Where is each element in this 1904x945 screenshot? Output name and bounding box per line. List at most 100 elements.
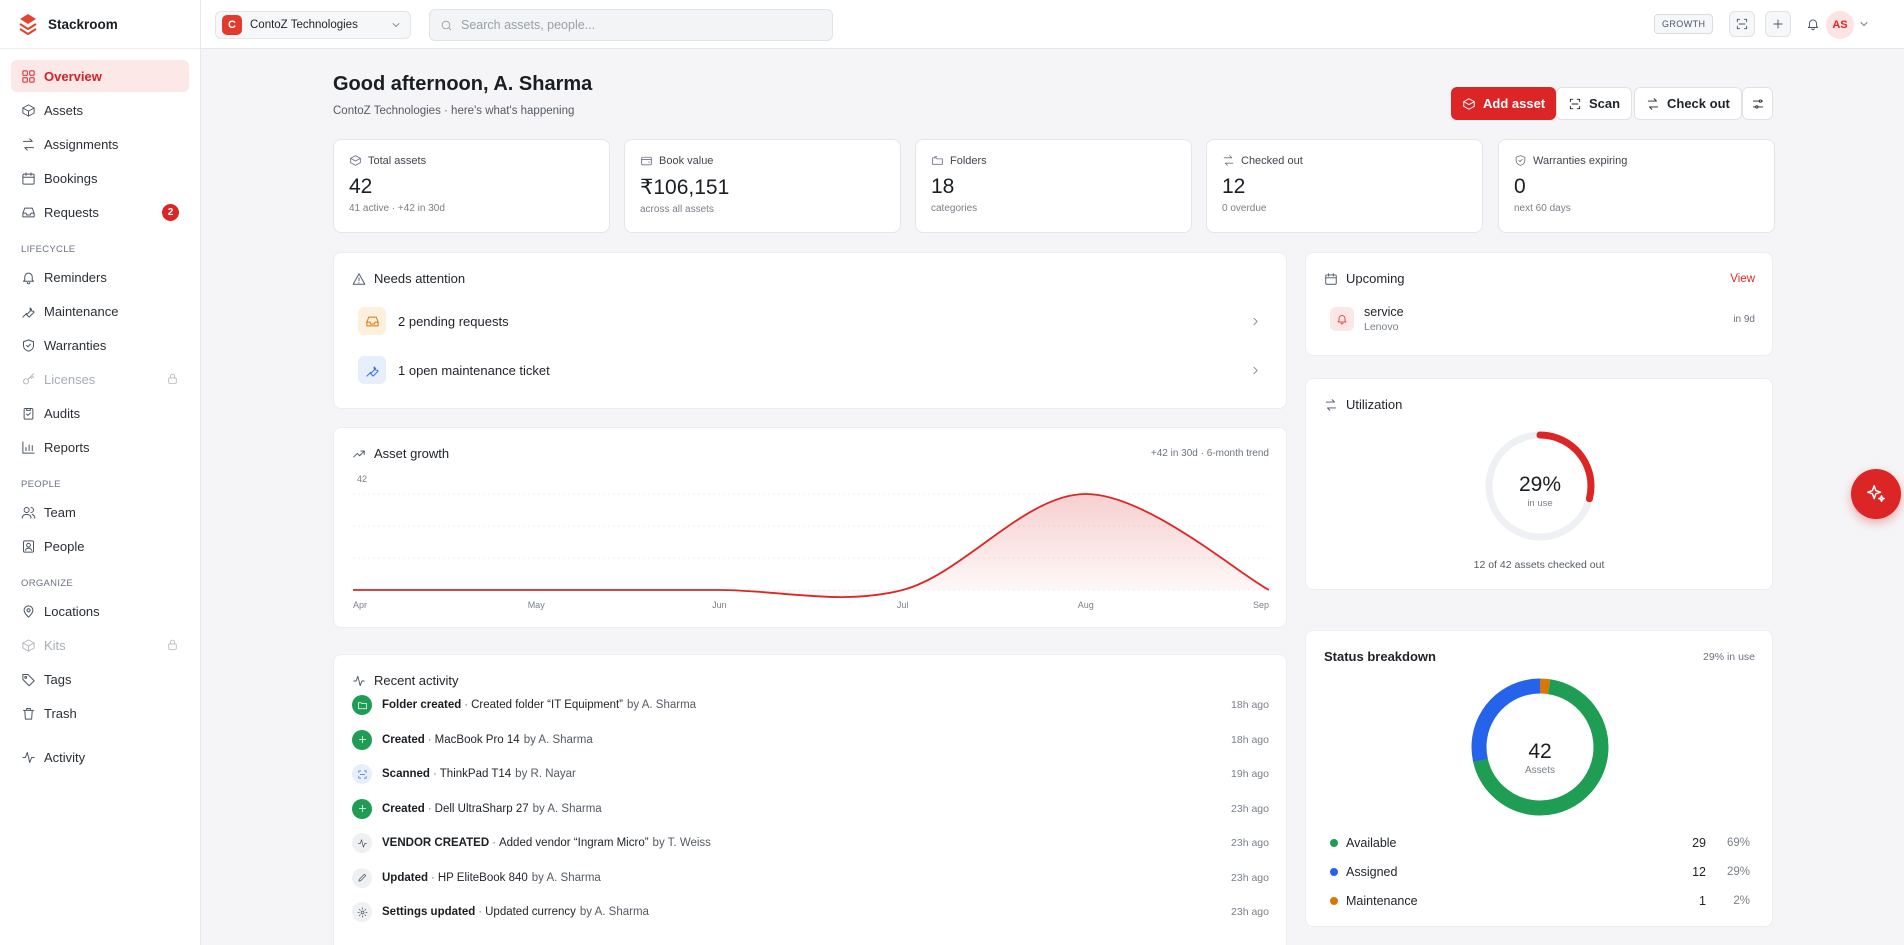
kpi-value: 0 bbox=[1514, 175, 1526, 198]
separator: · bbox=[432, 768, 437, 780]
kpi-warranties-expiring[interactable]: Warranties expiring 0 next 60 days bbox=[1498, 139, 1775, 233]
activity-row[interactable]: Created · MacBook Pro 14 by A. Sharma 18h ag… bbox=[352, 726, 1269, 754]
activity-actor: by A. Sharma bbox=[532, 802, 602, 815]
activity-detail: Dell UltraSharp 27 bbox=[434, 802, 529, 815]
scan-action-button[interactable]: Scan bbox=[1556, 87, 1633, 120]
sidebar-item-locations[interactable]: Locations bbox=[11, 595, 189, 627]
bell-icon bbox=[1806, 17, 1820, 31]
wallet-icon bbox=[640, 154, 653, 167]
card-title: Utilization bbox=[1324, 397, 1402, 412]
kpi-label: Checked out bbox=[1241, 154, 1303, 167]
kpi-book-value[interactable]: Book value ₹106,151 across all assets bbox=[624, 139, 901, 233]
bell-icon bbox=[21, 270, 36, 285]
folder-icon bbox=[352, 695, 372, 715]
activity-time: 18h ago bbox=[1231, 733, 1269, 746]
topbar: C ContoZ Technologies Search assets, peo… bbox=[201, 0, 1904, 49]
create-button[interactable] bbox=[1765, 11, 1791, 37]
activity-row[interactable]: Created · Dell UltraSharp 27 by A. Sharma 23… bbox=[352, 795, 1269, 823]
sidebar-item-reminders[interactable]: Reminders bbox=[11, 261, 189, 293]
user-avatar[interactable]: AS bbox=[1826, 11, 1854, 39]
activity-action: Settings updated bbox=[382, 906, 476, 918]
x-tick-label: Aug bbox=[1078, 600, 1094, 610]
activity-row[interactable]: Updated · HP EliteBook 840 by A. Sharma 23h … bbox=[352, 864, 1269, 892]
kpi-label: Folders bbox=[950, 154, 987, 167]
upcoming-card: Upcoming View service Lenovo in 9d bbox=[1305, 252, 1773, 356]
alert-triangle-icon bbox=[352, 272, 366, 286]
activity-actor: by R. Nayar bbox=[515, 768, 576, 780]
sidebar-item-activity[interactable]: Activity bbox=[11, 741, 189, 773]
check-out-button[interactable]: Check out bbox=[1634, 87, 1742, 120]
scan-icon bbox=[1735, 17, 1749, 31]
sidebar-item-licenses[interactable]: Licenses bbox=[11, 363, 189, 395]
brand[interactable]: Stackroom bbox=[0, 0, 200, 49]
scan-button[interactable] bbox=[1729, 11, 1755, 37]
activity-detail: Updated currency bbox=[485, 906, 576, 918]
add-asset-button[interactable]: Add asset bbox=[1451, 87, 1557, 120]
activity-detail: ThinkPad T14 bbox=[439, 768, 512, 780]
sidebar-item-assets[interactable]: Assets bbox=[11, 94, 189, 126]
folders-icon bbox=[931, 154, 944, 167]
activity-row[interactable]: VENDOR CREATED · Added vendor “Ingram Micr… bbox=[352, 829, 1269, 857]
activity-row[interactable]: Folder created · Created folder “IT Equipm… bbox=[352, 691, 1269, 719]
sidebar-item-requests[interactable]: Requests 2 bbox=[11, 196, 189, 228]
sidebar-item-assignments[interactable]: Assignments bbox=[11, 128, 189, 160]
sliders-icon bbox=[1751, 97, 1765, 111]
sidebar-item-team[interactable]: Team bbox=[11, 496, 189, 528]
chevron-down-icon[interactable] bbox=[1858, 18, 1870, 30]
utilization-caption: 12 of 42 assets checked out bbox=[1473, 559, 1605, 571]
sidebar-item-audits[interactable]: Audits bbox=[11, 397, 189, 429]
sidebar-item-label: Audits bbox=[44, 405, 81, 421]
sidebar-section-organize: ORGANIZE bbox=[21, 578, 74, 589]
box-icon bbox=[1462, 97, 1476, 111]
sidebar-item-label: Activity bbox=[44, 749, 86, 765]
sidebar-item-bookings[interactable]: Bookings bbox=[11, 162, 189, 194]
swap-icon bbox=[1646, 97, 1660, 111]
customize-button[interactable] bbox=[1742, 87, 1773, 120]
notifications-button[interactable] bbox=[1800, 11, 1826, 37]
activity-action: Folder created bbox=[382, 699, 462, 711]
ai-assistant-button[interactable] bbox=[1851, 469, 1901, 519]
search-icon bbox=[440, 19, 453, 32]
growth-title: Asset growth bbox=[374, 446, 450, 461]
kpi-checked-out[interactable]: Checked out 12 0 overdue bbox=[1206, 139, 1483, 233]
activity-row[interactable]: Settings updated · Updated currency by A. S… bbox=[352, 898, 1269, 926]
attention-item-maintenance[interactable]: 1 open maintenance ticket bbox=[358, 354, 1262, 386]
x-tick-label: Apr bbox=[353, 600, 367, 610]
activity-row[interactable]: Scanned · ThinkPad T14 by R. Nayar 19h ago bbox=[352, 760, 1269, 788]
kpi-total-assets[interactable]: Total assets 42 41 active · +42 in 30d bbox=[333, 139, 610, 233]
search-input[interactable]: Search assets, people... bbox=[429, 9, 833, 41]
upcoming-view-link[interactable]: View bbox=[1730, 273, 1755, 285]
search-placeholder: Search assets, people... bbox=[461, 18, 596, 32]
sidebar-item-trash[interactable]: Trash bbox=[11, 697, 189, 729]
attention-item-requests[interactable]: 2 pending requests bbox=[358, 305, 1262, 337]
sidebar-item-maintenance[interactable]: Maintenance bbox=[11, 295, 189, 327]
status-note: 29% in use bbox=[1703, 651, 1755, 663]
scan-label: Scan bbox=[1589, 96, 1621, 111]
grid-icon bbox=[21, 69, 36, 84]
gauge-fill bbox=[1485, 431, 1595, 541]
sidebar-item-tags[interactable]: Tags bbox=[11, 663, 189, 695]
stackroom-logo-icon bbox=[16, 12, 40, 36]
sidebar-item-kits[interactable]: Kits bbox=[11, 629, 189, 661]
kpi-label: Book value bbox=[659, 154, 714, 167]
page-title: Good afternoon, A. Sharma bbox=[333, 73, 593, 95]
org-switcher[interactable]: C ContoZ Technologies bbox=[215, 11, 411, 39]
upcoming-item-when: in 9d bbox=[1733, 313, 1755, 325]
sidebar-item-overview[interactable]: Overview bbox=[11, 60, 189, 92]
sidebar-item-people[interactable]: People bbox=[11, 530, 189, 562]
growth-chart: 42 Apr May Jun Jul Aug Sep bbox=[353, 474, 1270, 610]
sidebar-item-warranties[interactable]: Warranties bbox=[11, 329, 189, 361]
status-total-label: Assets bbox=[1525, 765, 1555, 776]
sidebar-item-reports[interactable]: Reports bbox=[11, 431, 189, 463]
sidebar-item-label: Requests bbox=[44, 204, 99, 220]
separator: · bbox=[492, 837, 496, 849]
sidebar-item-label: Maintenance bbox=[44, 303, 119, 319]
sidebar-item-label: Reminders bbox=[44, 269, 107, 285]
kpi-folders[interactable]: Folders 18 categories bbox=[915, 139, 1192, 233]
sidebar-item-label: Warranties bbox=[44, 337, 107, 353]
kpi-sub: across all assets bbox=[640, 204, 714, 215]
separator: · bbox=[478, 906, 483, 918]
bar-chart-icon bbox=[21, 440, 36, 455]
upcoming-item[interactable]: service Lenovo in 9d bbox=[1330, 303, 1755, 335]
tag-icon bbox=[21, 672, 36, 687]
